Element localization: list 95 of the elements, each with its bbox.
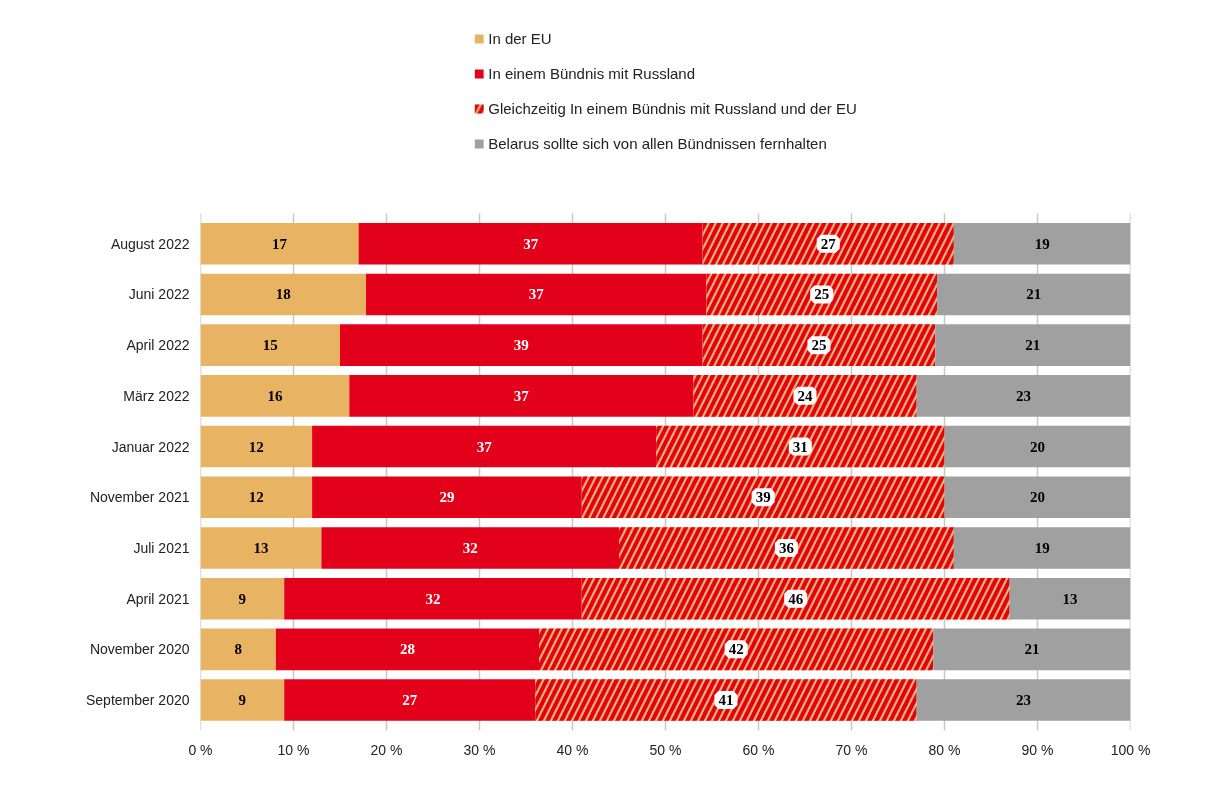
data-label: 31 [792, 438, 808, 455]
data-label: 13 [253, 539, 269, 556]
y-tick-label: März 2022 [123, 387, 190, 404]
y-tick-label: April 2021 [126, 590, 190, 607]
data-label: 16 [267, 387, 283, 404]
bar [321, 527, 619, 569]
data-label: 12 [248, 438, 264, 455]
y-tick-label: April 2022 [126, 337, 190, 354]
bar [275, 628, 540, 671]
legend-label: In der EU [488, 30, 552, 47]
data-label: 21 [1024, 641, 1040, 658]
y-tick-label: August 2022 [110, 235, 190, 252]
data-label: 32 [425, 590, 441, 607]
x-tick-label: 20 % [370, 741, 403, 758]
bar [1009, 577, 1131, 620]
data-label: 27 [402, 692, 418, 709]
bar [312, 425, 657, 468]
x-tick-label: 70 % [835, 741, 868, 758]
bar [916, 375, 1131, 417]
data-label: 20 [1030, 489, 1045, 506]
x-tick-label: 30 % [463, 741, 496, 758]
data-label: 41 [718, 692, 734, 709]
data-label: 19 [1034, 235, 1050, 252]
data-label: 27 [820, 235, 837, 252]
bar [284, 577, 582, 620]
bar [200, 425, 313, 468]
data-label: 23 [1016, 692, 1032, 709]
data-label: 15 [262, 337, 278, 354]
data-label: 21 [1025, 337, 1041, 354]
x-tick-label: 0 % [188, 741, 213, 758]
y-tick-label: September 2020 [85, 692, 190, 709]
bar [200, 577, 285, 620]
data-label: 17 [272, 235, 288, 252]
data-label: 18 [275, 286, 291, 303]
bar [953, 527, 1131, 569]
x-tick-label: 80 % [928, 741, 961, 758]
data-label: 36 [778, 539, 795, 556]
data-label: 46 [788, 590, 804, 607]
y-tick-label: November 2020 [89, 641, 190, 658]
x-tick-label: 10 % [277, 741, 310, 758]
data-label: 20 [1030, 438, 1045, 455]
x-tick-label: 50 % [649, 741, 682, 758]
data-label: 37 [513, 387, 530, 404]
data-label: 39 [755, 489, 771, 506]
bar [340, 324, 703, 366]
data-label: 24 [797, 387, 813, 404]
data-label: 12 [248, 489, 264, 506]
bar [916, 679, 1131, 721]
data-label: 42 [728, 641, 744, 658]
legend-label: Belarus sollte sich von allen Bündnissen fernhalten [488, 135, 827, 152]
data-label: 25 [811, 337, 827, 354]
bar [366, 273, 707, 316]
y-tick-label: Januar 2022 [111, 438, 190, 455]
y-tick-label: Juli 2021 [133, 539, 190, 556]
data-label: 19 [1034, 539, 1050, 556]
bar [200, 476, 313, 519]
y-tick-label: November 2021 [89, 489, 190, 506]
bar [200, 628, 276, 671]
bar [933, 628, 1131, 671]
bar [944, 476, 1131, 519]
bar [944, 425, 1131, 468]
bar [200, 679, 285, 721]
data-label: 37 [476, 438, 493, 455]
bar [200, 324, 340, 366]
bar [200, 375, 350, 417]
bar [200, 273, 367, 316]
data-label: 39 [513, 337, 529, 354]
data-label: 23 [1016, 387, 1032, 404]
y-tick-label: Juni 2022 [128, 286, 190, 303]
x-tick-label: 40 % [556, 741, 589, 758]
bar [349, 375, 694, 417]
bar [358, 222, 703, 265]
bar [937, 273, 1131, 316]
data-label: 21 [1026, 286, 1042, 303]
data-label: 8 [234, 641, 242, 658]
bar [284, 679, 536, 721]
data-label: 25 [814, 286, 830, 303]
data-label: 13 [1062, 590, 1078, 607]
bar [935, 324, 1131, 366]
legend-label: Gleichzeitig In einem Bündnis mit Russland und der EU [488, 100, 857, 117]
bar [312, 476, 582, 519]
data-label: 29 [439, 489, 455, 506]
data-label: 28 [399, 641, 415, 658]
bar [953, 222, 1131, 265]
data-label: 9 [238, 590, 247, 607]
data-label: 9 [238, 692, 247, 709]
x-tick-label: 90 % [1021, 741, 1054, 758]
x-tick-label: 60 % [742, 741, 775, 758]
legend-label: In einem Bündnis mit Russland [488, 65, 696, 82]
bar [200, 527, 322, 569]
bar [200, 222, 359, 265]
data-label: 37 [523, 235, 539, 252]
data-label: 32 [462, 539, 478, 556]
x-tick-label: 100 % [1110, 741, 1151, 758]
data-label: 37 [528, 286, 545, 303]
